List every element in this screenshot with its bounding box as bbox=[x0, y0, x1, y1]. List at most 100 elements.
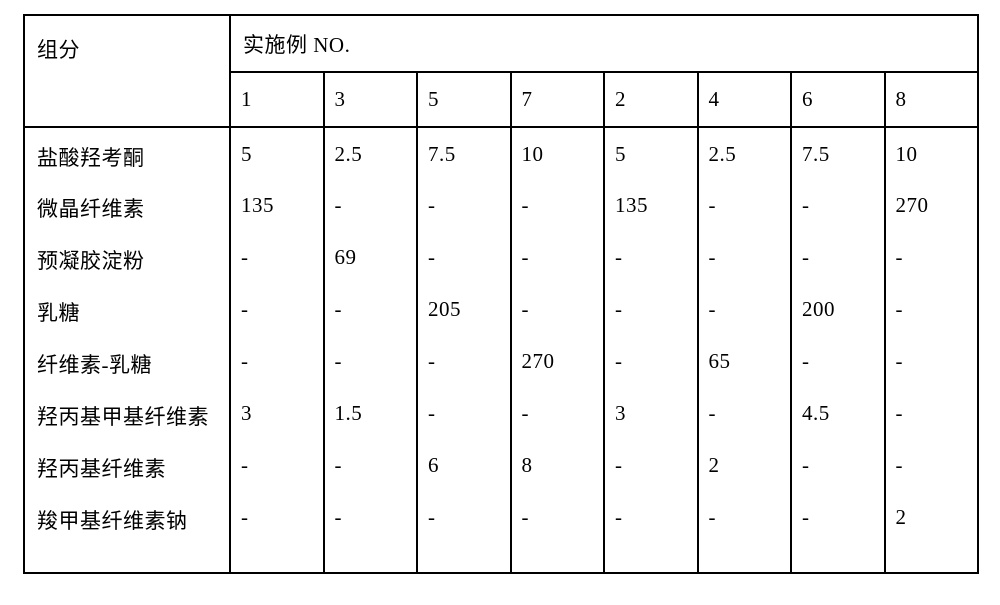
data-cell: - bbox=[698, 387, 792, 439]
data-cell: 7.5 bbox=[417, 127, 511, 179]
col-label: 7 bbox=[512, 87, 604, 112]
row-label-cell: 微晶纤维素 bbox=[24, 179, 230, 231]
header-example-group: 实施例 NO. bbox=[230, 15, 978, 72]
data-cell: - bbox=[324, 179, 418, 231]
data-cell: 135 bbox=[604, 179, 698, 231]
data-cell: 10 bbox=[511, 127, 605, 179]
table-row: 羧甲基纤维素钠 - - - - - - - 2 bbox=[24, 491, 978, 573]
data-cell: - bbox=[417, 491, 511, 573]
data-value: 4.5 bbox=[792, 401, 884, 426]
data-cell: - bbox=[698, 283, 792, 335]
col-header: 4 bbox=[698, 72, 792, 127]
row-label-cell: 纤维素-乳糖 bbox=[24, 335, 230, 387]
header-component-label: 组分 bbox=[24, 15, 230, 127]
data-value: - bbox=[325, 193, 417, 218]
data-cell: - bbox=[885, 283, 979, 335]
table-header-row-1: 组分 实施例 NO. bbox=[24, 15, 978, 72]
data-value: - bbox=[886, 401, 978, 426]
data-cell: - bbox=[604, 491, 698, 573]
data-value: 1.5 bbox=[325, 401, 417, 426]
data-cell: - bbox=[885, 231, 979, 283]
data-value: - bbox=[231, 245, 323, 270]
data-cell: - bbox=[511, 283, 605, 335]
data-value: - bbox=[886, 245, 978, 270]
data-value: - bbox=[886, 453, 978, 478]
data-cell: 2 bbox=[885, 491, 979, 573]
data-cell: - bbox=[791, 491, 885, 573]
data-cell: - bbox=[230, 335, 324, 387]
data-cell: - bbox=[698, 179, 792, 231]
data-cell: 5 bbox=[604, 127, 698, 179]
data-value: 135 bbox=[605, 193, 697, 218]
col-label: 1 bbox=[231, 87, 323, 112]
data-cell: 3 bbox=[230, 387, 324, 439]
data-value: - bbox=[792, 505, 884, 530]
data-cell: - bbox=[604, 283, 698, 335]
data-cell: 65 bbox=[698, 335, 792, 387]
data-value: - bbox=[418, 349, 510, 374]
row-label: 羟丙基纤维素 bbox=[25, 453, 229, 483]
data-cell: - bbox=[511, 231, 605, 283]
data-value: 5 bbox=[605, 142, 697, 167]
data-cell: - bbox=[324, 335, 418, 387]
data-value: - bbox=[792, 349, 884, 374]
data-value: - bbox=[512, 297, 604, 322]
data-cell: - bbox=[791, 439, 885, 491]
col-header: 2 bbox=[604, 72, 698, 127]
data-cell: - bbox=[885, 335, 979, 387]
table-row: 盐酸羟考酮 5 2.5 7.5 10 5 2.5 7.5 10 bbox=[24, 127, 978, 179]
data-value: - bbox=[418, 245, 510, 270]
data-value: 7.5 bbox=[418, 142, 510, 167]
data-cell: - bbox=[324, 283, 418, 335]
row-label-cell: 乳糖 bbox=[24, 283, 230, 335]
data-cell: - bbox=[324, 491, 418, 573]
row-label-cell: 羧甲基纤维素钠 bbox=[24, 491, 230, 573]
data-cell: 69 bbox=[324, 231, 418, 283]
data-value: 3 bbox=[231, 401, 323, 426]
col-header: 6 bbox=[791, 72, 885, 127]
data-value: - bbox=[418, 505, 510, 530]
data-value: - bbox=[512, 401, 604, 426]
data-value: 7.5 bbox=[792, 142, 884, 167]
data-cell: 6 bbox=[417, 439, 511, 491]
data-value: 270 bbox=[512, 349, 604, 374]
data-value: - bbox=[699, 401, 791, 426]
data-value: - bbox=[699, 193, 791, 218]
data-value: 3 bbox=[605, 401, 697, 426]
data-cell: 2.5 bbox=[324, 127, 418, 179]
data-value: 65 bbox=[699, 349, 791, 374]
data-value: - bbox=[699, 505, 791, 530]
data-cell: - bbox=[604, 231, 698, 283]
data-cell: 1.5 bbox=[324, 387, 418, 439]
row-label: 羧甲基纤维素钠 bbox=[25, 505, 229, 535]
data-cell: 270 bbox=[511, 335, 605, 387]
data-cell: - bbox=[604, 439, 698, 491]
row-label: 纤维素-乳糖 bbox=[25, 349, 229, 379]
data-value: 2.5 bbox=[325, 142, 417, 167]
data-cell: - bbox=[791, 179, 885, 231]
data-value: - bbox=[605, 453, 697, 478]
data-value: - bbox=[605, 297, 697, 322]
data-value: - bbox=[605, 349, 697, 374]
data-value: - bbox=[605, 245, 697, 270]
row-label-cell: 羟丙基甲基纤维素 bbox=[24, 387, 230, 439]
row-label-cell: 预凝胶淀粉 bbox=[24, 231, 230, 283]
data-cell: 205 bbox=[417, 283, 511, 335]
data-value: - bbox=[325, 505, 417, 530]
data-cell: - bbox=[511, 179, 605, 231]
data-cell: - bbox=[230, 439, 324, 491]
data-cell: - bbox=[885, 387, 979, 439]
data-cell: - bbox=[698, 231, 792, 283]
data-cell: 135 bbox=[230, 179, 324, 231]
data-value: - bbox=[325, 453, 417, 478]
data-value: 200 bbox=[792, 297, 884, 322]
data-value: - bbox=[792, 453, 884, 478]
data-value: 8 bbox=[512, 453, 604, 478]
col-header: 5 bbox=[417, 72, 511, 127]
data-value: 135 bbox=[231, 193, 323, 218]
col-label: 6 bbox=[792, 87, 884, 112]
row-label-cell: 羟丙基纤维素 bbox=[24, 439, 230, 491]
data-value: - bbox=[792, 245, 884, 270]
data-cell: - bbox=[511, 387, 605, 439]
col-label: 8 bbox=[886, 87, 978, 112]
